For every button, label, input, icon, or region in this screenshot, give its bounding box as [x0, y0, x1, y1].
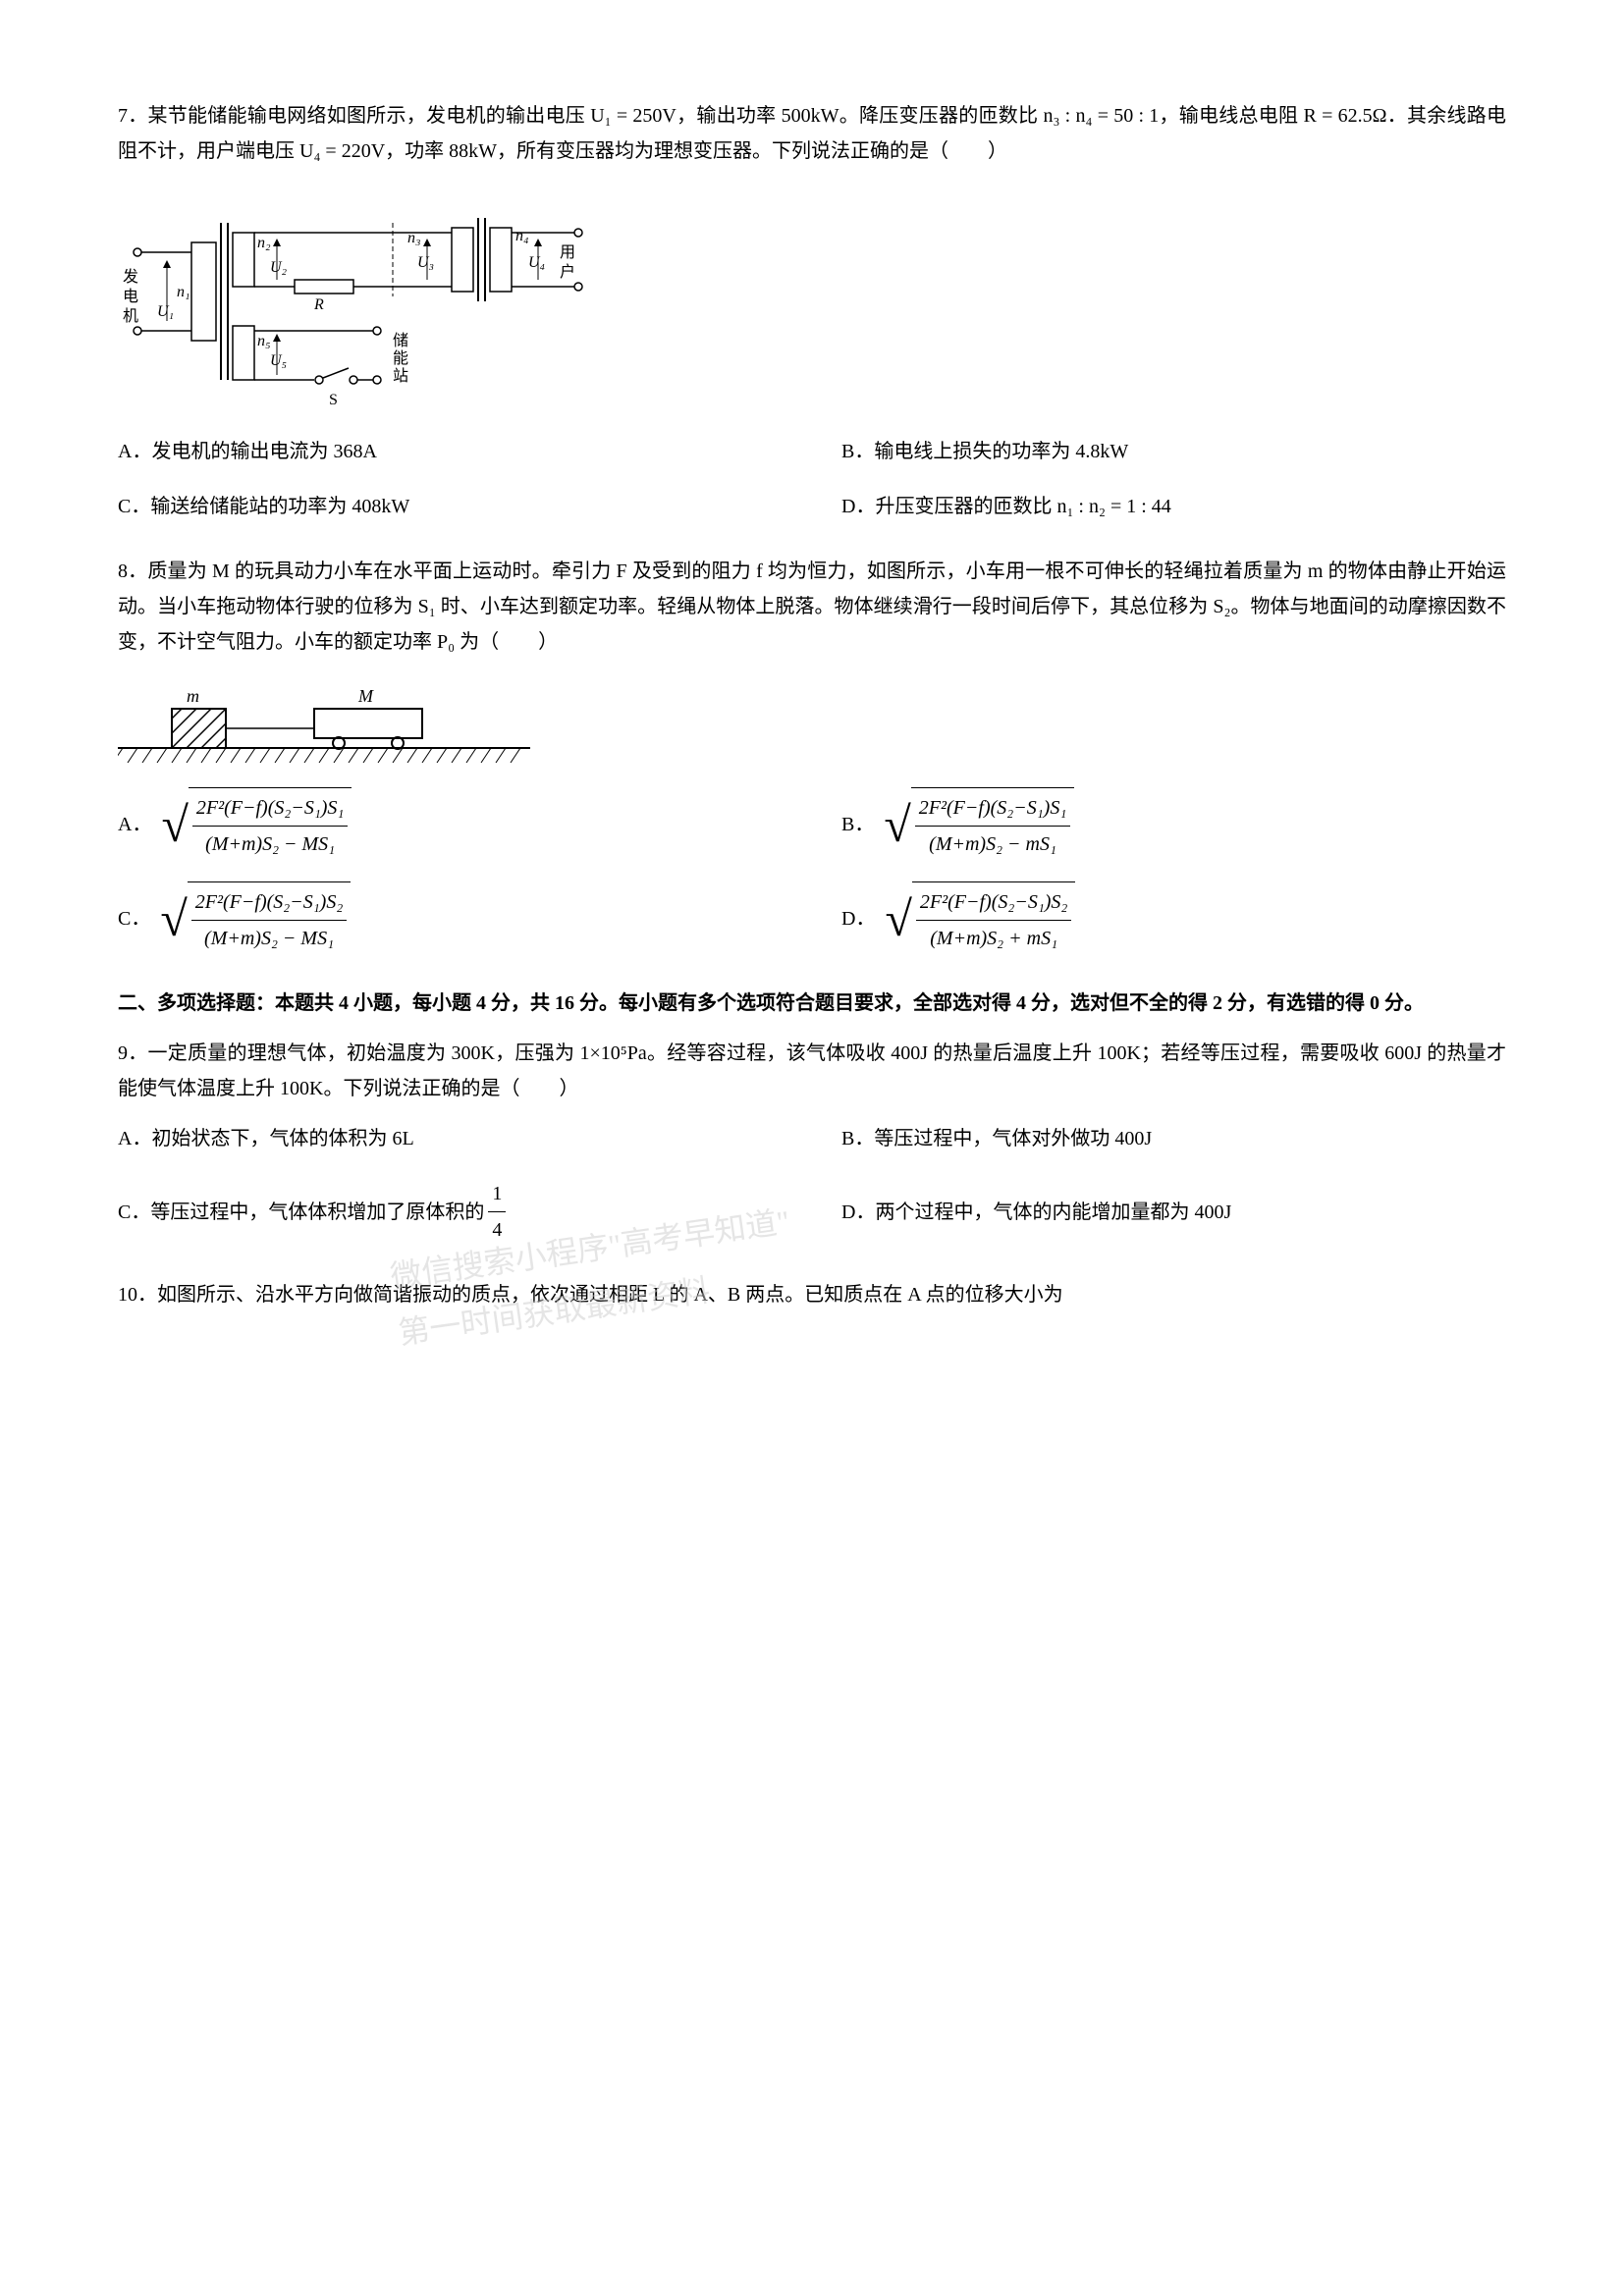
question-10: 10．如图所示、沿水平方向做简谐振动的质点，依次通过相距 L 的 A、B 两点。…	[118, 1277, 1506, 1312]
svg-text:m: m	[187, 686, 199, 706]
question-8: 8．质量为 M 的玩具动力小车在水平面上运动时。牵引力 F 及受到的阻力 f 均…	[118, 554, 1506, 956]
q7-option-a: A．发电机的输出电流为 368A	[118, 434, 783, 469]
q7-option-c: C．输送给储能站的功率为 408kW	[118, 489, 783, 524]
q8-options: A． √ 2F²(F−f)(S₂−S₁)S₁ (M+m)S₂ − MS₁ B． …	[118, 787, 1506, 956]
svg-text:S: S	[329, 392, 338, 408]
svg-text:n₁: n₁	[177, 284, 190, 300]
q8-b-num: 2F²(F−f)(S₂−S₁)S₁	[915, 790, 1070, 827]
section2-header: 二、多项选择题：本题共 4 小题，每小题 4 分，共 16 分。每小题有多个选项…	[118, 986, 1506, 1021]
svg-text:U₅: U₅	[270, 352, 287, 369]
q8-c-label: C．	[118, 901, 150, 936]
q9-option-d: D．两个过程中，气体的内能增加量都为 400J	[841, 1176, 1506, 1248]
q9-text: 9．一定质量的理想气体，初始温度为 300K，压强为 1×10⁵Pa。经等容过程…	[118, 1036, 1506, 1106]
svg-text:M: M	[357, 686, 374, 706]
q8-d-label: D．	[841, 901, 875, 936]
q10-text: 10．如图所示、沿水平方向做简谐振动的质点，依次通过相距 L 的 A、B 两点。…	[118, 1277, 1506, 1312]
q8-c-den: (M+m)S₂ − MS₁	[191, 921, 347, 956]
svg-text:R: R	[313, 296, 324, 313]
q8-option-a: A． √ 2F²(F−f)(S₂−S₁)S₁ (M+m)S₂ − MS₁	[118, 787, 783, 862]
svg-text:n₃: n₃	[407, 230, 421, 246]
svg-text:U₂: U₂	[270, 259, 288, 276]
svg-text:户: 户	[560, 263, 575, 281]
question-9: 9．一定质量的理想气体，初始温度为 300K，压强为 1×10⁵Pa。经等容过程…	[118, 1036, 1506, 1248]
svg-text:U₄: U₄	[528, 254, 545, 271]
svg-text:站: 站	[393, 367, 408, 385]
q7-options: A．发电机的输出电流为 368A B．输电线上损失的功率为 4.8kW C．输送…	[118, 434, 1506, 524]
q9-c-fden: 4	[488, 1212, 506, 1248]
q8-a-num: 2F²(F−f)(S₂−S₁)S₁	[192, 790, 348, 827]
question-7: 7．某节能储能输电网络如图所示，发电机的输出电压 U₁ = 250V，输出功率 …	[118, 98, 1506, 524]
q8-option-d: D． √ 2F²(F−f)(S₂−S₁)S₂ (M+m)S₂ + mS₁	[841, 881, 1506, 956]
svg-text:用: 用	[560, 244, 575, 261]
q7-option-d: D．升压变压器的匝数比 n₁ : n₂ = 1 : 44	[841, 489, 1506, 524]
svg-text:n₄: n₄	[515, 228, 529, 244]
q8-option-c: C． √ 2F²(F−f)(S₂−S₁)S₂ (M+m)S₂ − MS₁	[118, 881, 783, 956]
label-generator: 发	[123, 268, 138, 286]
svg-text:U₁: U₁	[157, 303, 174, 320]
q9-option-c: C．等压过程中，气体体积增加了原体积的 1 4	[118, 1176, 783, 1248]
svg-text:U₃: U₃	[417, 254, 434, 271]
q8-d-num: 2F²(F−f)(S₂−S₁)S₂	[916, 884, 1071, 921]
q9-c-fnum: 1	[488, 1176, 506, 1212]
q9-option-b: B．等压过程中，气体对外做功 400J	[841, 1121, 1506, 1156]
q8-a-den: (M+m)S₂ − MS₁	[192, 827, 348, 862]
q7-option-b: B．输电线上损失的功率为 4.8kW	[841, 434, 1506, 469]
circuit-diagram: 发 电 机 n₁ U₁ n₂ U₂ n₅ U₅	[118, 184, 658, 419]
svg-text:n₂: n₂	[257, 235, 271, 251]
q9-c-prefix: C．等压过程中，气体体积增加了原体积的	[118, 1195, 484, 1230]
q7-text: 7．某节能储能输电网络如图所示，发电机的输出电压 U₁ = 250V，输出功率 …	[118, 98, 1506, 169]
q9-options: A．初始状态下，气体的体积为 6L B．等压过程中，气体对外做功 400J C．…	[118, 1121, 1506, 1248]
svg-text:电: 电	[123, 288, 138, 305]
q8-c-num: 2F²(F−f)(S₂−S₁)S₂	[191, 884, 347, 921]
cart-diagram: m M	[118, 674, 530, 773]
q8-d-den: (M+m)S₂ + mS₁	[916, 921, 1071, 956]
q8-a-label: A．	[118, 807, 151, 842]
svg-text:机: 机	[123, 307, 138, 325]
svg-text:储: 储	[393, 332, 408, 349]
q8-text: 8．质量为 M 的玩具动力小车在水平面上运动时。牵引力 F 及受到的阻力 f 均…	[118, 554, 1506, 660]
svg-text:n₅: n₅	[257, 333, 271, 349]
q8-b-den: (M+m)S₂ − mS₁	[915, 827, 1070, 862]
q9-option-a: A．初始状态下，气体的体积为 6L	[118, 1121, 783, 1156]
svg-text:能: 能	[393, 349, 408, 367]
q8-option-b: B． √ 2F²(F−f)(S₂−S₁)S₁ (M+m)S₂ − mS₁	[841, 787, 1506, 862]
q8-b-label: B．	[841, 807, 874, 842]
